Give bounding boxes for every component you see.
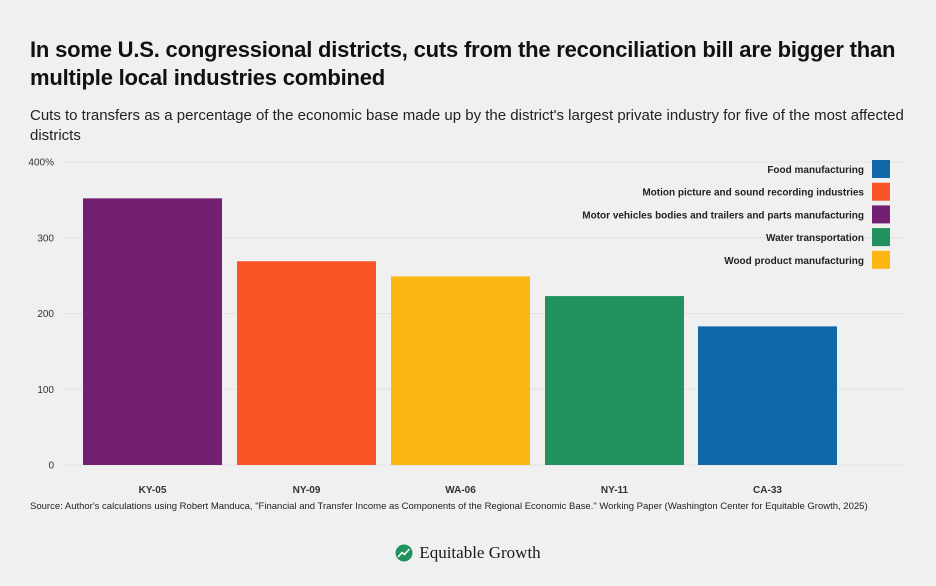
legend-swatch [872, 228, 890, 247]
line-chart-leaf-icon [395, 544, 413, 562]
footer-logo: Equitable Growth [0, 543, 936, 563]
legend-label: Wood product manufacturing [724, 256, 864, 267]
y-tick-label: 100 [37, 385, 54, 396]
legend: Food manufacturing Motion picture and sou… [582, 160, 890, 269]
x-axis: KY-05 NY-09 WA-06 NY-11 CA-33 [139, 485, 783, 496]
x-tick-label: NY-11 [601, 485, 629, 496]
legend-swatch [872, 205, 890, 224]
bar-chart: 0 100 200 300 400% KY-05 NY-09 WA-06 NY-11 CA-33… [28, 158, 906, 496]
chart-title: In some U.S. congressional districts, cu… [30, 37, 896, 90]
bar-wa-06 [391, 276, 530, 465]
legend-label: Motor vehicles bodies and trailers and p… [582, 210, 864, 221]
bars [83, 198, 837, 466]
y-tick-label: 0 [48, 461, 54, 472]
x-tick-label: KY-05 [139, 485, 167, 496]
x-tick-label: CA-33 [753, 485, 782, 496]
y-tick-label: 400% [28, 158, 54, 169]
legend-swatch [872, 160, 890, 178]
legend-swatch [872, 182, 890, 201]
legend-swatch [872, 250, 890, 269]
source-note: Source: Author's calculations using Robe… [30, 501, 868, 512]
y-tick-label: 300 [37, 233, 54, 244]
chart-subtitle: Cuts to transfers as a percentage of the… [30, 107, 904, 144]
bar-ny-09 [237, 261, 376, 465]
legend-label: Motion picture and sound recording indus… [642, 188, 864, 199]
x-tick-label: NY-09 [293, 485, 321, 496]
brand-name: Equitable Growth [419, 543, 541, 562]
legend-label: Water transportation [766, 233, 864, 244]
bar-ky-05 [83, 198, 222, 466]
x-tick-label: WA-06 [445, 485, 476, 496]
y-axis: 0 100 200 300 400% [28, 158, 54, 472]
legend-label: Food manufacturing [767, 165, 864, 176]
y-tick-label: 200 [37, 309, 54, 320]
bar-ny-11 [545, 296, 684, 465]
bar-ca-33 [698, 326, 837, 465]
